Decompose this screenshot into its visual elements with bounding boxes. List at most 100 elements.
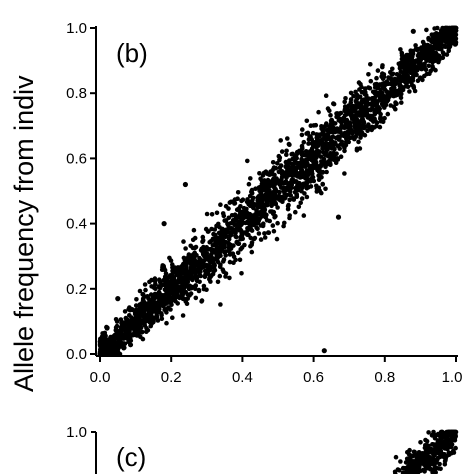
- scatter-point: [333, 129, 338, 135]
- x-tick-label-b: 0.4: [232, 369, 253, 386]
- scatter-point: [133, 303, 139, 308]
- scatter-point: [211, 260, 216, 265]
- scatter-point: [262, 235, 268, 240]
- scatter-point: [168, 258, 174, 263]
- scatter-point: [393, 471, 398, 474]
- scatter-point: [408, 453, 414, 459]
- scatter-point: [163, 292, 168, 298]
- scatter-point: [360, 99, 366, 105]
- scatter-point: [344, 117, 350, 123]
- scatter-point: [120, 327, 125, 333]
- scatter-point: [223, 253, 228, 258]
- scatter-point: [228, 251, 233, 257]
- scatter-point: [159, 301, 164, 307]
- scatter-point: [309, 175, 315, 181]
- scatter-point: [260, 173, 266, 178]
- scatter-point: [406, 76, 411, 82]
- scatter-point: [407, 66, 412, 72]
- scatter-point: [264, 217, 270, 223]
- scatter-point: [278, 138, 284, 143]
- scatter-point: [254, 221, 260, 226]
- scatter-panel-b: 0.0 0.2 0.4 0.6 0.8 1.0 0.0 0.2 0.4 0.6 0.8 1.0 (b…: [66, 20, 462, 386]
- scatter-point: [348, 90, 354, 96]
- scatter-point: [188, 291, 194, 296]
- scatter-point: [263, 214, 268, 220]
- scatter-point: [342, 171, 347, 176]
- scatter-point: [231, 243, 236, 248]
- scatter-point: [405, 469, 411, 474]
- scatter-point: [235, 190, 241, 195]
- scatter-point: [355, 96, 360, 101]
- scatter-point: [173, 298, 178, 304]
- scatter-point: [424, 458, 430, 464]
- scatter-point: [187, 268, 193, 274]
- scatter-point: [275, 161, 280, 166]
- scatter-point: [256, 231, 262, 236]
- scatter-point: [329, 124, 335, 129]
- scatter-point: [183, 268, 189, 274]
- scatter-point: [174, 288, 179, 293]
- scatter-point: [198, 273, 203, 279]
- scatter-point-outlier: [335, 214, 342, 220]
- scatter-point: [127, 319, 133, 324]
- scatter-point: [153, 282, 158, 287]
- scatter-point: [259, 194, 264, 199]
- scatter-point: [434, 31, 439, 36]
- scatter-point: [303, 180, 309, 186]
- scatter-point: [137, 317, 143, 323]
- scatter-point: [191, 227, 197, 233]
- scatter-point: [132, 323, 137, 329]
- scatter-point: [170, 315, 175, 321]
- scatter-point: [226, 245, 231, 251]
- scatter-point: [323, 93, 329, 98]
- scatter-point: [276, 153, 282, 159]
- scatter-point: [438, 450, 443, 456]
- scatter-point: [184, 284, 190, 289]
- scatter-point: [131, 332, 137, 337]
- scatter-point: [185, 292, 190, 297]
- scatter-point: [400, 87, 406, 93]
- scatter-point: [407, 459, 412, 465]
- scatter-point: [228, 221, 234, 226]
- scatter-point: [192, 274, 197, 280]
- scatter-point: [414, 58, 419, 63]
- scatter-point: [266, 172, 272, 177]
- scatter-point-outlier: [115, 296, 121, 302]
- scatter-point: [253, 214, 259, 219]
- scatter-point: [253, 186, 258, 191]
- scatter-point: [316, 109, 321, 115]
- scatter-point: [138, 334, 143, 340]
- scatter-point: [315, 163, 320, 169]
- scatter-point: [299, 152, 305, 158]
- scatter-point: [339, 132, 345, 137]
- scatter-point: [236, 241, 242, 247]
- scatter-point: [271, 189, 277, 194]
- scatter-point: [183, 246, 188, 251]
- scatter-point: [410, 467, 415, 472]
- y-ticks-b: 0.0 0.2 0.4 0.6 0.8 1.0: [66, 20, 96, 363]
- scatter-point: [250, 213, 255, 218]
- scatter-point: [330, 143, 335, 148]
- scatter-point: [376, 90, 381, 96]
- scatter-point: [446, 48, 452, 54]
- scatter-point: [262, 231, 267, 236]
- scatter-point: [410, 48, 416, 54]
- scatter-point: [300, 127, 305, 132]
- scatter-point: [239, 198, 244, 204]
- scatter-point: [156, 289, 162, 295]
- scatter-point: [388, 76, 393, 81]
- scatter-point: [186, 252, 192, 257]
- scatter-point: [299, 196, 305, 201]
- scatter-point: [105, 351, 111, 357]
- scatter-point: [185, 279, 190, 285]
- scatter-point: [199, 258, 205, 264]
- scatter-point: [249, 242, 254, 248]
- scatter-point: [407, 89, 412, 94]
- scatter-point: [353, 89, 358, 95]
- scatter-point: [316, 143, 321, 148]
- scatter-point: [110, 340, 115, 346]
- scatter-point: [147, 279, 152, 285]
- scatter-point: [229, 226, 235, 231]
- scatter-point: [351, 93, 356, 99]
